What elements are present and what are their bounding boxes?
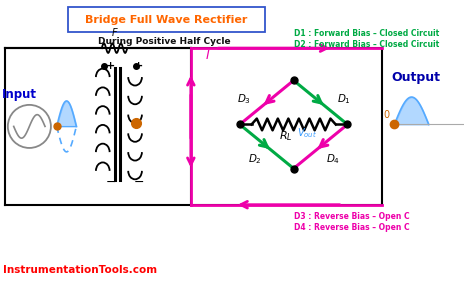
- Text: $D_3$: $D_3$: [237, 92, 251, 106]
- Text: During Positive Half Cycle: During Positive Half Cycle: [98, 37, 231, 46]
- Text: Bridge Full Wave Rectifier: Bridge Full Wave Rectifier: [85, 15, 247, 25]
- Text: $D_4$: $D_4$: [326, 152, 340, 166]
- Text: 0: 0: [383, 110, 390, 120]
- Text: D2 : Forward Bias – Closed Circuit: D2 : Forward Bias – Closed Circuit: [293, 40, 439, 49]
- Text: D1 : Forward Bias – Closed Circuit: D1 : Forward Bias – Closed Circuit: [293, 29, 439, 38]
- Text: Output: Output: [392, 71, 440, 84]
- Text: +: +: [134, 61, 144, 71]
- Text: +: +: [106, 61, 115, 71]
- Text: $D_1$: $D_1$: [337, 92, 350, 106]
- Text: D4 : Reverse Bias – Open C: D4 : Reverse Bias – Open C: [293, 223, 409, 232]
- Text: −: −: [134, 176, 144, 189]
- Text: Input: Input: [2, 88, 37, 101]
- Text: $V_{out}$: $V_{out}$: [297, 126, 317, 140]
- Text: $R_L$: $R_L$: [279, 129, 292, 143]
- Text: $D_2$: $D_2$: [247, 152, 261, 166]
- Text: −: −: [105, 176, 116, 189]
- Text: F: F: [112, 28, 118, 38]
- Text: I: I: [206, 49, 210, 63]
- Text: D3 : Reverse Bias – Open C: D3 : Reverse Bias – Open C: [293, 212, 409, 221]
- Text: InstrumentationTools.com: InstrumentationTools.com: [3, 265, 157, 275]
- FancyBboxPatch shape: [67, 7, 265, 33]
